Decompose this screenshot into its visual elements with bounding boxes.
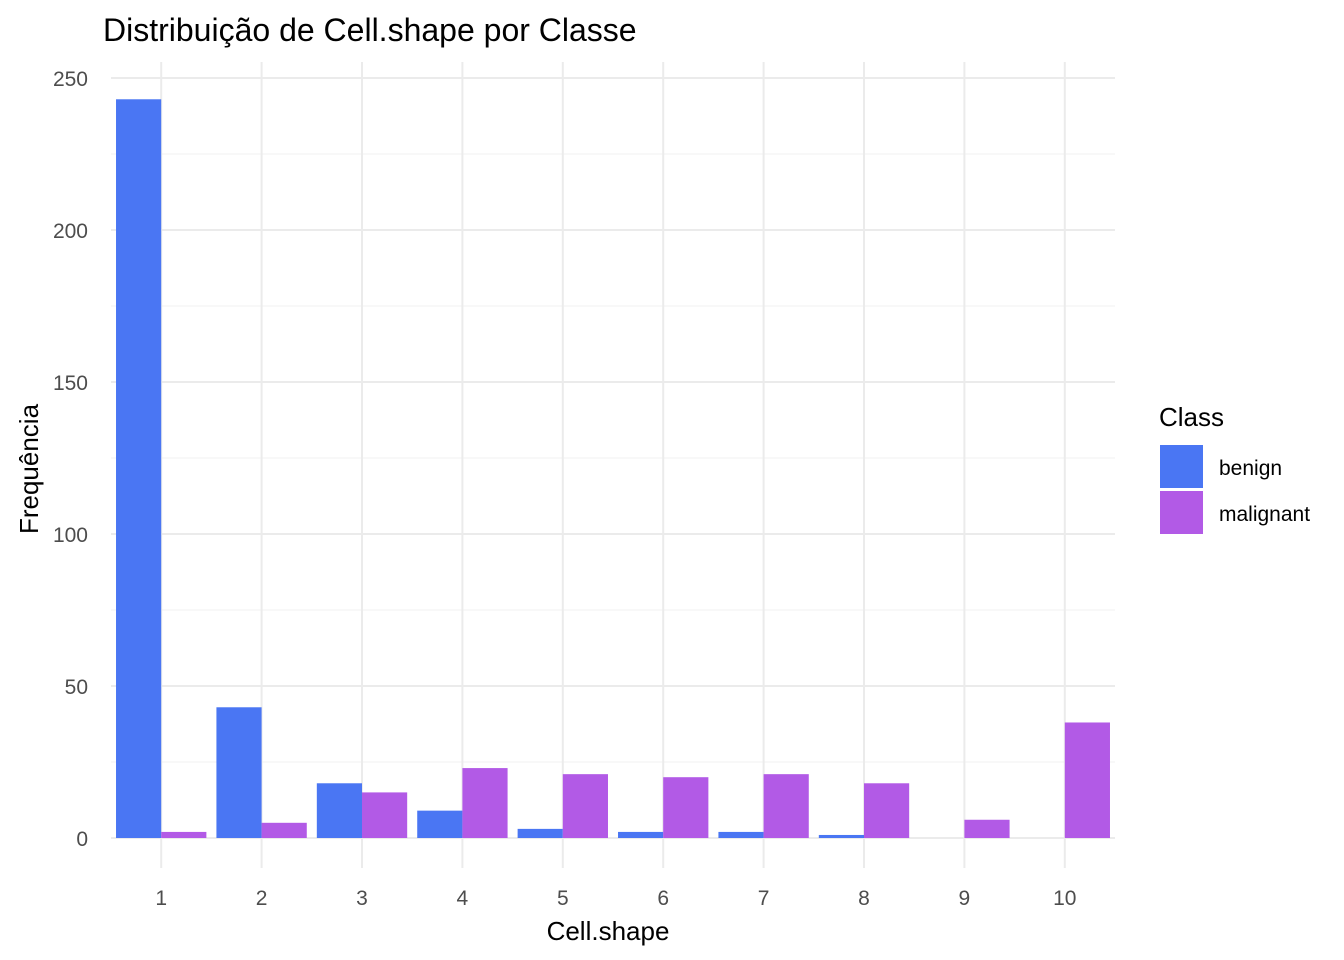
bar-malignant-8 (864, 783, 910, 838)
x-axis-ticks: 1 2 3 4 5 6 7 8 9 10 (155, 887, 1076, 910)
bar-malignant-9 (964, 819, 1010, 838)
x-tick-label: 4 (457, 887, 469, 910)
y-axis-ticks: 0 50 100 150 200 250 (53, 68, 88, 851)
bar-malignant-1 (161, 831, 207, 838)
y-tick-label: 250 (53, 68, 88, 91)
bar-malignant-7 (763, 774, 809, 838)
chart-title: Distribuição de Cell.shape por Classe (103, 12, 637, 48)
x-tick-label: 1 (155, 887, 167, 910)
x-tick-label: 6 (657, 887, 669, 910)
bar-benign-4 (417, 810, 463, 838)
bar-benign-2 (216, 707, 262, 838)
y-tick-label: 100 (53, 524, 88, 547)
x-tick-label: 2 (256, 887, 268, 910)
legend: Class benign malignant (1159, 402, 1310, 534)
y-tick-label: 50 (65, 676, 88, 699)
bar-malignant-10 (1064, 722, 1110, 838)
x-tick-label: 10 (1053, 887, 1076, 910)
bar-malignant-6 (663, 777, 709, 838)
y-tick-label: 0 (76, 828, 88, 851)
bar-benign-7 (718, 831, 764, 838)
y-tick-label: 150 (53, 372, 88, 395)
bar-benign-6 (618, 831, 664, 838)
x-tick-label: 7 (758, 887, 770, 910)
bar-benign-1 (116, 99, 162, 838)
x-tick-label: 8 (858, 887, 870, 910)
y-tick-label: 200 (53, 220, 88, 243)
legend-title: Class (1159, 402, 1224, 432)
bar-malignant-3 (362, 792, 408, 838)
x-tick-label: 9 (959, 887, 971, 910)
y-axis-title: Frequência (14, 403, 44, 534)
bars (116, 99, 1110, 838)
x-axis-title: Cell.shape (547, 916, 670, 946)
bar-malignant-5 (562, 774, 608, 838)
legend-key-benign (1160, 445, 1203, 488)
bar-benign-5 (517, 828, 563, 838)
bar-benign-3 (316, 783, 362, 838)
bar-malignant-2 (261, 822, 307, 838)
x-tick-label: 3 (356, 887, 368, 910)
x-tick-label: 5 (557, 887, 569, 910)
legend-label-benign: benign (1219, 457, 1282, 480)
legend-label-malignant: malignant (1219, 503, 1310, 526)
bar-malignant-4 (462, 768, 508, 838)
bar-benign-8 (818, 834, 864, 838)
legend-key-malignant (1160, 491, 1203, 534)
